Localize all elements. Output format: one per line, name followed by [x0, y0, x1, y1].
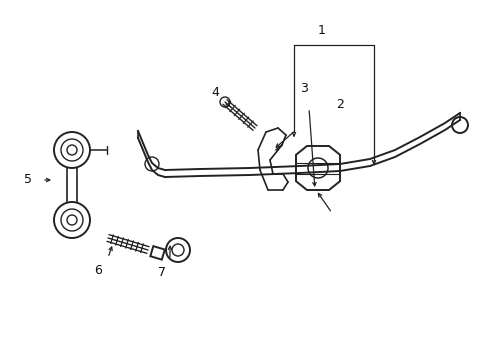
Text: 7: 7	[158, 265, 165, 279]
Text: 5: 5	[24, 174, 32, 186]
Text: 6: 6	[94, 264, 102, 276]
Text: 3: 3	[300, 81, 307, 94]
Text: 4: 4	[211, 85, 219, 99]
Text: 2: 2	[335, 99, 343, 112]
Text: 1: 1	[317, 23, 325, 36]
